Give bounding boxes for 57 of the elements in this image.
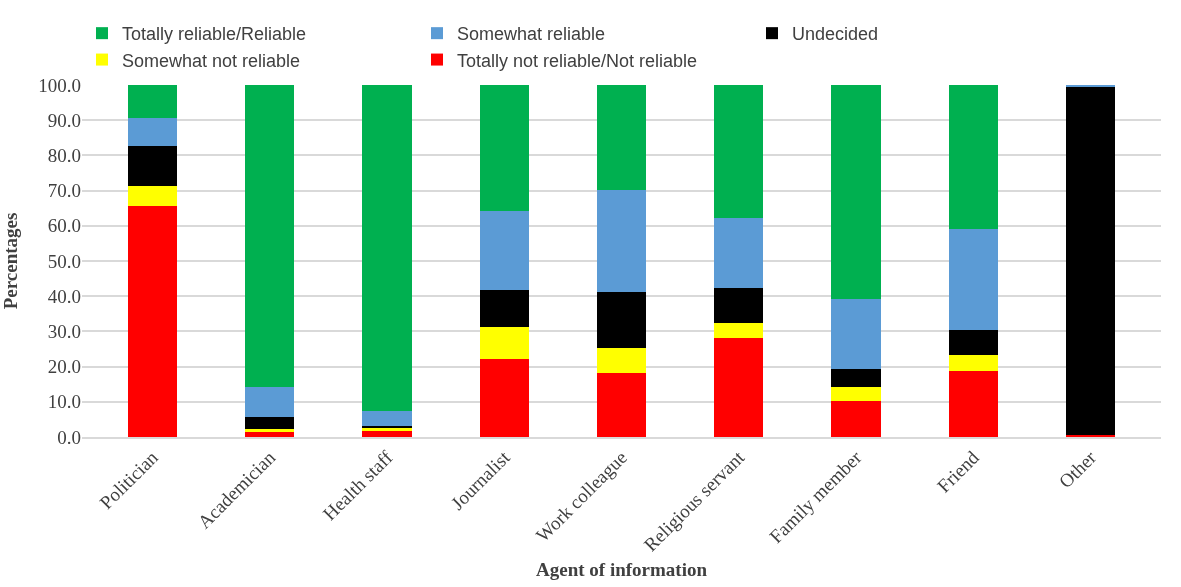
bar	[714, 323, 764, 339]
bar	[127, 85, 177, 118]
bar	[245, 428, 295, 432]
bar	[596, 291, 647, 348]
y-tick-label: 0.0	[57, 426, 81, 448]
bar	[127, 117, 177, 146]
y-tick-label: 50.0	[47, 250, 81, 272]
bar	[127, 145, 177, 187]
bar	[948, 228, 998, 331]
bar	[831, 299, 881, 370]
y-tick-label: 40.0	[47, 285, 81, 307]
x-axis-title: Agent of information	[536, 558, 708, 580]
bar	[948, 370, 998, 437]
bar	[479, 211, 529, 290]
bar	[1066, 86, 1116, 436]
legend-label: Somewhat reliable	[457, 24, 606, 45]
y-tick-label: 90.0	[47, 109, 81, 131]
y-tick-label: 60.0	[47, 215, 81, 237]
bar	[127, 186, 177, 207]
bar	[245, 85, 295, 388]
y-tick-label: 10.0	[47, 391, 81, 413]
bar	[948, 85, 998, 229]
bar	[479, 358, 529, 437]
bar	[831, 387, 881, 401]
y-tick-label: 70.0	[47, 180, 81, 202]
legend-label: Totally not reliable/Not reliable	[457, 50, 698, 71]
bar	[948, 354, 998, 371]
bar	[714, 338, 764, 437]
bar	[362, 411, 412, 427]
y-tick-label: 30.0	[47, 321, 81, 343]
bar	[127, 206, 177, 437]
legend-label: Undecided	[792, 24, 879, 45]
y-tick-label: 20.0	[47, 356, 81, 378]
bar	[714, 218, 764, 288]
bar	[479, 289, 529, 327]
bar	[714, 287, 764, 324]
bar	[479, 85, 529, 212]
bar	[245, 431, 295, 437]
bar	[362, 85, 412, 412]
bar	[245, 387, 295, 417]
bar	[596, 190, 647, 292]
y-axis-title: Percentages	[0, 212, 22, 310]
bar	[596, 373, 647, 437]
bar	[831, 400, 881, 437]
y-tick-label: 100.0	[38, 74, 81, 96]
bar	[245, 416, 295, 429]
bar	[831, 85, 881, 300]
bar	[362, 430, 412, 437]
bar	[596, 347, 647, 374]
bar	[479, 326, 529, 359]
bar	[596, 85, 647, 191]
legend-label: Somewhat not reliable	[122, 50, 301, 71]
bar	[714, 85, 764, 219]
bar	[948, 330, 998, 355]
legend-label: Totally reliable/Reliable	[122, 24, 307, 45]
y-tick-label: 80.0	[47, 145, 81, 167]
bar	[831, 369, 881, 388]
